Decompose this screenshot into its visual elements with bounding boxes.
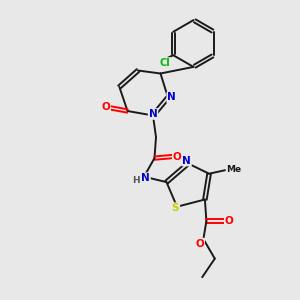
Text: H: H (132, 176, 140, 185)
Text: O: O (195, 238, 204, 249)
Text: Me: Me (226, 165, 242, 174)
Text: S: S (172, 203, 179, 213)
Text: N: N (148, 109, 158, 119)
Text: N: N (182, 155, 191, 166)
Text: O: O (101, 101, 110, 112)
Text: Cl: Cl (160, 58, 170, 68)
Text: N: N (141, 173, 150, 183)
Text: O: O (225, 216, 234, 226)
Text: O: O (173, 152, 182, 162)
Text: N: N (167, 92, 176, 103)
